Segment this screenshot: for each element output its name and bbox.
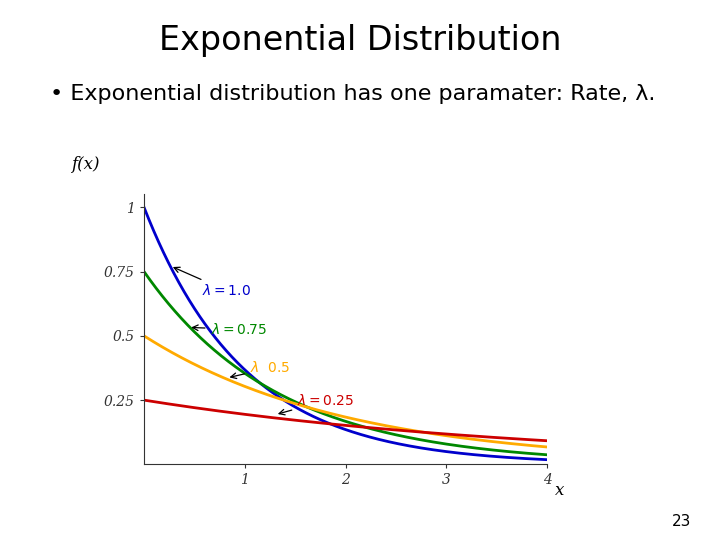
Text: $\lambda$  $0.5$: $\lambda$ $0.5$ — [230, 361, 290, 379]
Text: 23: 23 — [672, 514, 691, 529]
Text: Exponential Distribution: Exponential Distribution — [158, 24, 562, 57]
Text: • Exponential distribution has one paramater: Rate, λ.: • Exponential distribution has one param… — [50, 84, 656, 104]
Text: f(x): f(x) — [71, 156, 100, 173]
Text: x: x — [555, 482, 564, 500]
Text: $\lambda = 0.25$: $\lambda = 0.25$ — [279, 393, 354, 415]
Text: $\lambda = 1.0$: $\lambda = 1.0$ — [174, 267, 251, 298]
Text: $\lambda = 0.75$: $\lambda = 0.75$ — [192, 322, 267, 337]
